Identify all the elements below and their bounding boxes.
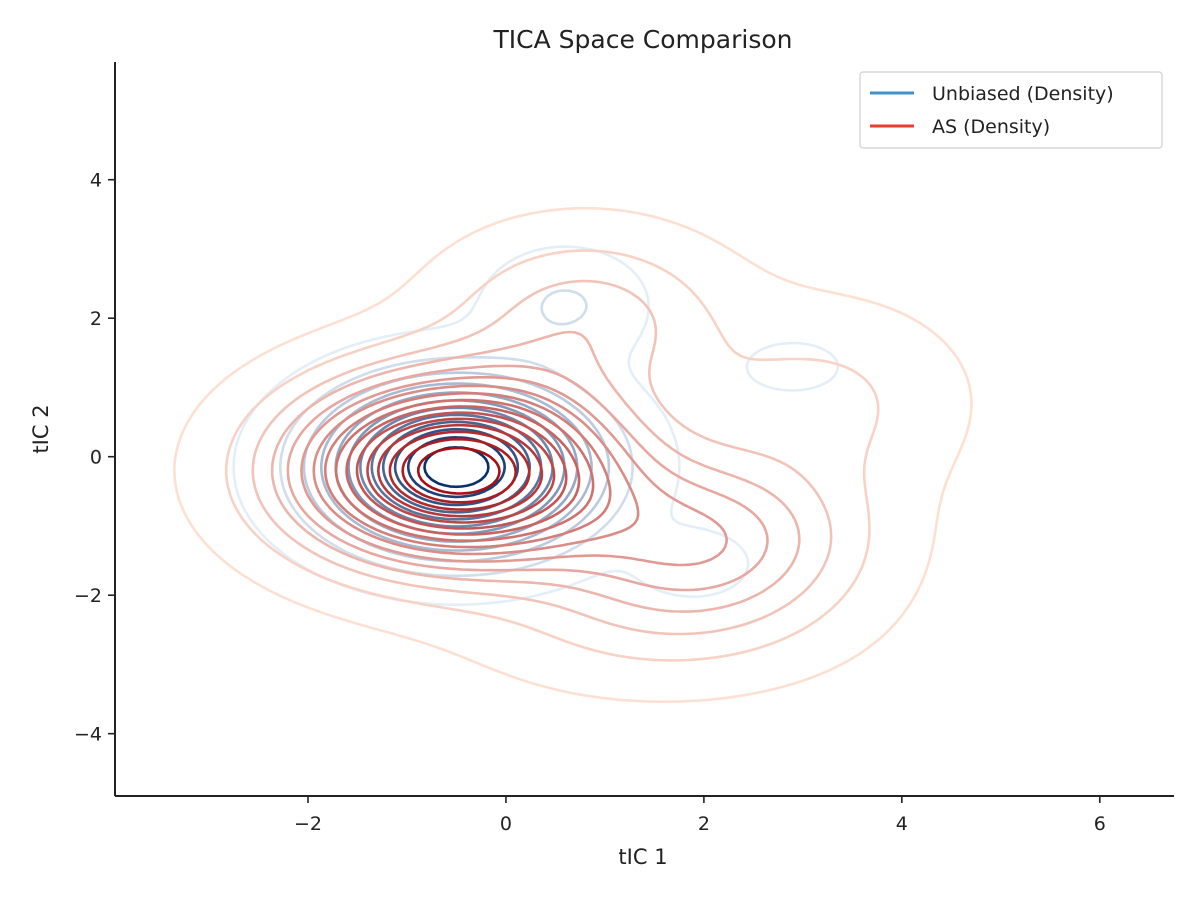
y-ticks: −4 −2 0 2 4	[74, 170, 115, 746]
contour-level	[312, 384, 640, 556]
x-ticks: −2 0 2 4 6	[294, 796, 1106, 835]
legend-box	[859, 71, 1163, 149]
legend-label-unbiased: Unbiased (Density)	[932, 83, 1114, 105]
contour-level	[355, 411, 568, 530]
y-tick-label: −2	[74, 585, 102, 607]
x-tick-label: 4	[896, 813, 908, 835]
x-tick-label: −2	[294, 813, 322, 835]
contour-level	[366, 417, 556, 524]
contour-level	[416, 446, 501, 495]
contour-level	[377, 423, 544, 518]
legend: Unbiased (Density) AS (Density)	[859, 71, 1163, 149]
x-tick-label: 6	[1094, 813, 1106, 835]
x-tick-label: 2	[698, 813, 710, 835]
y-axis-title: tIC 2	[29, 404, 53, 453]
contour-level	[173, 206, 973, 703]
axes	[114, 62, 1174, 797]
contour-level	[270, 330, 801, 613]
y-tick-label: 2	[90, 308, 102, 330]
x-tick-label: 0	[500, 813, 512, 835]
contour-level	[251, 279, 833, 636]
chart-title: TICA Space Comparison	[493, 25, 793, 54]
as-density-contours	[173, 206, 973, 703]
contour-level	[334, 398, 595, 542]
contour-level	[323, 392, 612, 549]
contour-level	[224, 249, 880, 662]
contour-level	[381, 420, 531, 514]
x-axis-title: tIC 1	[618, 845, 667, 869]
contour-level	[286, 364, 769, 592]
y-tick-label: 4	[90, 170, 102, 192]
contour-level	[345, 405, 581, 536]
contour-level	[401, 437, 517, 504]
contour-level	[388, 430, 531, 511]
legend-label-as: AS (Density)	[932, 116, 1050, 138]
unbiased-density-contours	[232, 245, 840, 606]
y-tick-label: −4	[74, 724, 102, 746]
y-tick-label: 0	[90, 447, 102, 469]
contour-level	[300, 376, 728, 567]
